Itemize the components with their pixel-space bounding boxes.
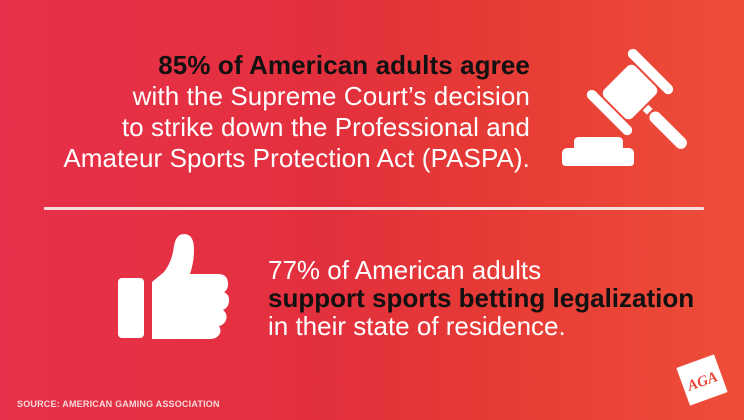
stat-legalization: 77% of American adults support sports be… xyxy=(268,256,694,340)
stat-paspa-line-3: Amateur Sports Protection Act (PASPA). xyxy=(63,143,530,173)
stat-paspa-line-2: to strike down the Professional and xyxy=(121,112,530,142)
aga-logo-icon: AGA xyxy=(676,354,728,406)
stat-legalization-line-1: 77% of American adults xyxy=(268,255,542,285)
stat-paspa-line-1: with the Supreme Court’s decision xyxy=(132,81,530,111)
stat-paspa: 85% of American adults agree with the Su… xyxy=(63,50,530,174)
stat-paspa-headline: 85% of American adults agree xyxy=(158,50,530,80)
divider-line xyxy=(44,207,704,210)
stat-legalization-line-3: in their state of residence. xyxy=(268,311,566,341)
source-caption: SOURCE: AMERICAN GAMING ASSOCIATION xyxy=(17,399,220,409)
stat-legalization-headline: support sports betting legalization xyxy=(268,283,695,313)
thumbs-up-icon xyxy=(118,234,230,339)
gavel-icon xyxy=(562,48,687,166)
